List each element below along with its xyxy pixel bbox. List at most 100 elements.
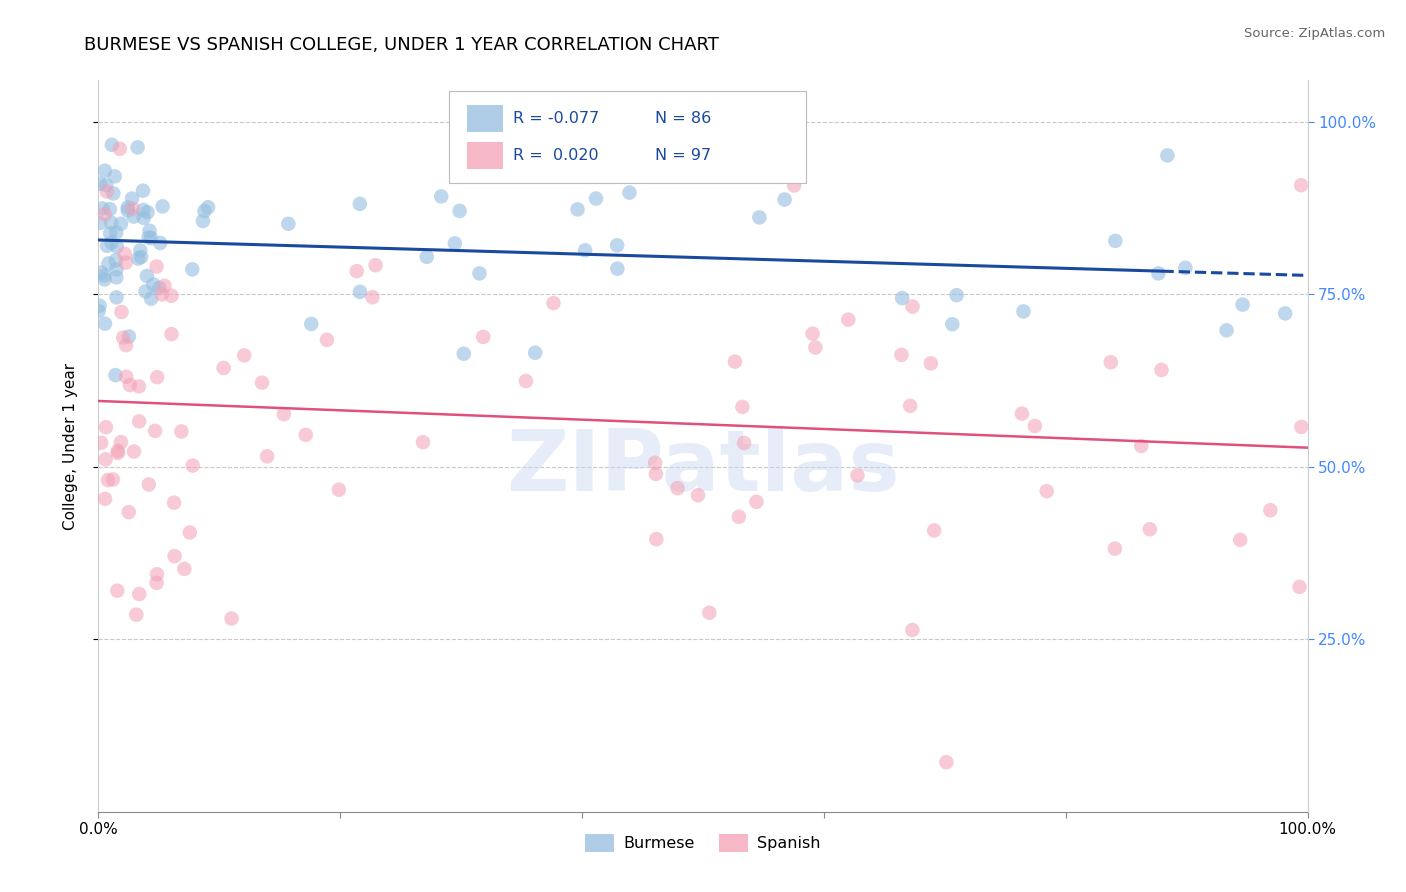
Point — [146, 567, 169, 582]
Point — [142, 277, 165, 292]
Point — [1215, 323, 1237, 337]
Point — [619, 186, 641, 200]
Point — [105, 226, 128, 240]
Point — [606, 261, 628, 276]
Point — [1232, 297, 1254, 311]
Point — [163, 549, 186, 563]
Point — [1291, 420, 1313, 434]
Point — [212, 361, 235, 376]
FancyBboxPatch shape — [467, 104, 503, 132]
Point — [103, 186, 125, 201]
Point — [898, 399, 921, 413]
Point — [138, 224, 160, 238]
Point — [150, 287, 173, 301]
Point — [138, 230, 160, 244]
Point — [543, 296, 565, 310]
Point — [804, 341, 827, 355]
Point — [901, 623, 924, 637]
Point — [644, 467, 666, 481]
Point — [118, 378, 141, 392]
Text: Source: ZipAtlas.com: Source: ZipAtlas.com — [1244, 27, 1385, 40]
FancyBboxPatch shape — [467, 142, 503, 169]
Point — [139, 292, 162, 306]
Point — [129, 244, 152, 258]
Point — [89, 299, 111, 313]
Point — [108, 142, 131, 156]
Point — [515, 374, 537, 388]
Point — [107, 446, 129, 460]
Point — [148, 281, 170, 295]
Point — [98, 227, 121, 241]
Point — [644, 456, 666, 470]
Text: BURMESE VS SPANISH COLLEGE, UNDER 1 YEAR CORRELATION CHART: BURMESE VS SPANISH COLLEGE, UNDER 1 YEAR… — [84, 36, 720, 54]
Point — [105, 290, 128, 304]
Point — [179, 525, 201, 540]
Point — [160, 327, 183, 342]
Point — [920, 356, 942, 370]
Point — [1260, 503, 1282, 517]
Point — [118, 505, 141, 519]
Point — [96, 185, 118, 199]
Y-axis label: College, Under 1 year: College, Under 1 year — [63, 362, 77, 530]
Point — [114, 255, 136, 269]
Point — [617, 160, 640, 174]
Point — [349, 285, 371, 299]
Point — [132, 184, 155, 198]
Point — [122, 210, 145, 224]
Point — [416, 250, 439, 264]
Point — [731, 400, 754, 414]
Point — [121, 192, 143, 206]
Point — [115, 338, 138, 352]
Text: N = 97: N = 97 — [655, 148, 711, 163]
Point — [104, 253, 127, 268]
Point — [132, 211, 155, 225]
Point — [443, 236, 465, 251]
Point — [94, 317, 117, 331]
Point — [100, 235, 122, 250]
Point — [87, 304, 110, 318]
Point — [89, 177, 111, 191]
Point — [745, 494, 768, 508]
Point — [941, 317, 963, 331]
Point — [567, 202, 589, 217]
Point — [170, 425, 193, 439]
Point — [273, 407, 295, 421]
Point — [430, 189, 453, 203]
Point — [773, 193, 796, 207]
Point — [104, 368, 127, 383]
Point — [93, 268, 115, 283]
Point — [97, 473, 120, 487]
Point — [316, 333, 339, 347]
Point — [1288, 580, 1310, 594]
Point — [90, 435, 112, 450]
Point — [127, 252, 149, 266]
Point — [89, 216, 111, 230]
Point — [328, 483, 350, 497]
Point — [100, 216, 122, 230]
Point — [117, 201, 139, 215]
Point — [801, 326, 824, 341]
Point — [1150, 363, 1173, 377]
Point — [173, 562, 195, 576]
Point — [197, 200, 219, 214]
Point — [449, 101, 471, 115]
Point — [1011, 407, 1033, 421]
Point — [128, 587, 150, 601]
Point — [233, 348, 256, 362]
Point — [90, 266, 112, 280]
Point — [449, 203, 471, 218]
Point — [181, 458, 204, 473]
Point — [138, 477, 160, 491]
Point — [94, 163, 117, 178]
Point — [94, 420, 117, 434]
Point — [129, 250, 152, 264]
Point — [193, 204, 215, 219]
Text: R =  0.020: R = 0.020 — [513, 148, 599, 163]
Point — [783, 178, 806, 193]
Text: N = 86: N = 86 — [655, 111, 711, 126]
Point — [221, 611, 243, 625]
Point — [1229, 533, 1251, 547]
Point — [699, 606, 721, 620]
Point — [1012, 304, 1035, 318]
Point — [96, 239, 118, 253]
